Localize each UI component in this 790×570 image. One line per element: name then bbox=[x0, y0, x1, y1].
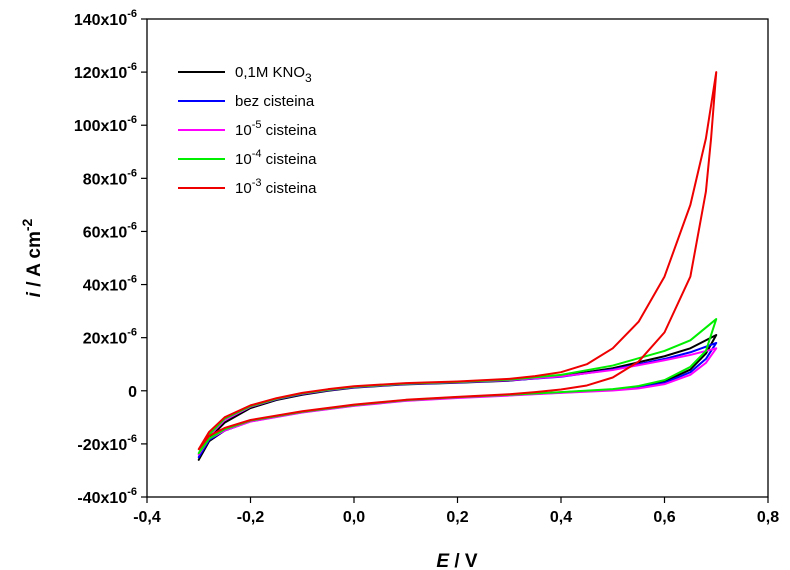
y-tick-label: 0 bbox=[128, 384, 137, 401]
y-tick-label: 40x10-6 bbox=[83, 274, 137, 295]
y-tick-label: 80x10-6 bbox=[83, 167, 137, 188]
legend-label-10-4-cisteina: 10-4 cisteina bbox=[235, 148, 317, 168]
legend: 0,1M KNO3 bez cisteina 10-5 cisteina 10-4 c… bbox=[178, 64, 317, 197]
legend-label-bez-cisteina: bez cisteina bbox=[235, 93, 315, 110]
series-line-10-3-cisteina bbox=[197, 71, 718, 451]
x-tick-label: 0,8 bbox=[757, 509, 779, 526]
x-axis-label: E / V bbox=[436, 551, 478, 570]
y-axis: 140x10-6 120x10-6 100x10-6 80x10-6 60x10-6 40… bbox=[74, 8, 147, 507]
y-tick-label: -20x10-6 bbox=[77, 433, 137, 454]
legend-label-10-5-cisteina: 10-5 cisteina bbox=[235, 119, 317, 139]
y-tick-label: 100x10-6 bbox=[74, 114, 137, 135]
x-tick-label: 0,2 bbox=[446, 509, 468, 526]
x-tick-label: -0,4 bbox=[133, 509, 161, 526]
y-tick-label: 120x10-6 bbox=[74, 61, 137, 82]
y-tick-label: 140x10-6 bbox=[74, 8, 137, 29]
x-tick-label: 0,4 bbox=[550, 509, 572, 526]
x-tick-label: 0,6 bbox=[653, 509, 675, 526]
x-axis: -0,4 -0,2 0,0 0,2 0,4 0,6 0,8 bbox=[133, 497, 779, 526]
y-tick-label: 20x10-6 bbox=[83, 327, 137, 348]
x-tick-label: -0,2 bbox=[237, 509, 265, 526]
y-axis-label: i / A cm-2 bbox=[19, 218, 45, 297]
legend-label-0-1m-kno3: 0,1M KNO3 bbox=[235, 64, 312, 85]
series-line-10-5-cisteina bbox=[197, 347, 718, 456]
x-tick-label: 0,0 bbox=[343, 509, 365, 526]
legend-label-10-3-cisteina: 10-3 cisteina bbox=[235, 177, 317, 197]
y-tick-label: 60x10-6 bbox=[83, 220, 137, 241]
series-line-10-4-cisteina bbox=[197, 318, 718, 455]
series-layer bbox=[197, 71, 718, 461]
y-tick-label: -40x10-6 bbox=[77, 486, 137, 507]
